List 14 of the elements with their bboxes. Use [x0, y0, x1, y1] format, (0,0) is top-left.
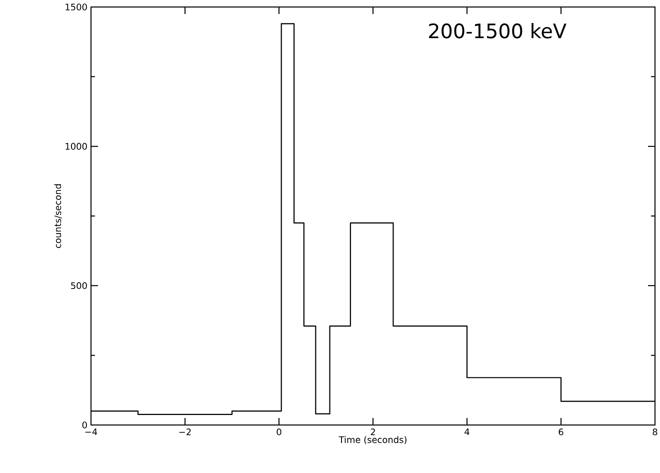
y-tick-label: 0: [82, 422, 87, 428]
y-tick-label: 1000: [66, 142, 87, 150]
annotation: 200-1500 keV: [429, 23, 566, 38]
x-tick-label: 2: [370, 428, 375, 436]
x-tick-label: 4: [464, 428, 470, 436]
x-tick-label: −2: [179, 428, 191, 436]
x-axis-title: Time (seconds): [338, 436, 406, 444]
y-tick-label: 1500: [66, 4, 87, 10]
x-tick-label: 0: [276, 428, 282, 436]
x-tick-label: 6: [558, 428, 564, 436]
x-tick-label: 8: [652, 428, 658, 436]
y-tick-label: 500: [71, 282, 87, 290]
x-tick-label: −4: [85, 428, 98, 436]
y-axis-title: counts/second: [54, 184, 62, 248]
